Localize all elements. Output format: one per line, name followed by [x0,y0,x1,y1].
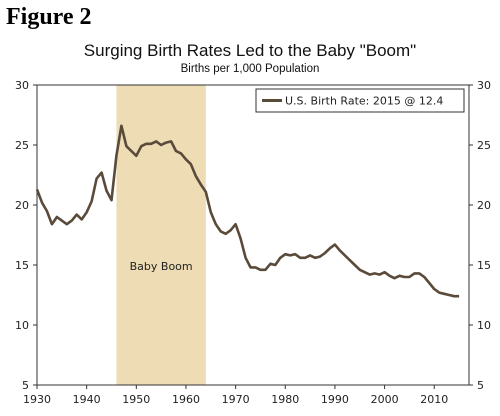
x-tick-label: 2010 [420,393,448,406]
x-tick-label: 1950 [122,393,150,406]
y-tick-label-left: 5 [22,379,29,392]
plot-frame [36,84,470,386]
series-line [35,124,460,298]
y-tick-label-right: 20 [477,199,491,212]
y-tick-label-left: 30 [15,79,29,92]
y-tick-label-right: 25 [477,139,491,152]
shaded-region-label: Baby Boom [130,260,193,273]
y-tick-label-right: 5 [477,379,484,392]
x-tick-label: 1930 [23,393,51,406]
figure-label: Figure 2 [6,4,92,30]
x-tick-label: 1980 [271,393,299,406]
y-tick-label-right: 10 [477,319,491,332]
y-tick-label-left: 10 [15,319,29,332]
x-tick-label: 2000 [371,393,399,406]
legend-box [255,88,465,113]
y-tick-label-left: 25 [15,139,29,152]
x-tick-label: 1940 [73,393,101,406]
x-tick-label: 1960 [172,393,200,406]
x-tick-label: 1970 [222,393,250,406]
legend-label: U.S. Birth Rate: 2015 @ 12.4 [285,95,443,108]
chart-title: Surging Birth Rates Led to the Baby "Boo… [83,41,417,60]
chart-subtitle: Births per 1,000 Population [180,63,320,75]
x-tick-label: 1990 [321,393,349,406]
y-tick-label-right: 30 [477,79,491,92]
y-tick-label-right: 15 [477,259,491,272]
y-tick-label-left: 15 [15,259,29,272]
shaded-region [116,85,206,385]
y-tick-label-left: 20 [15,199,29,212]
